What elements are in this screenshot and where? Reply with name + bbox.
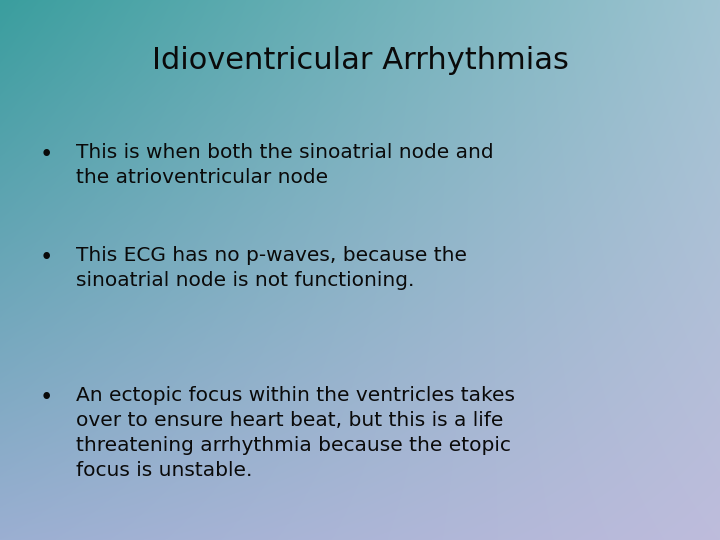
Text: •: • [40,246,53,269]
Text: •: • [40,143,53,166]
Text: This ECG has no p-waves, because the
sinoatrial node is not functioning.: This ECG has no p-waves, because the sin… [76,246,467,289]
Text: •: • [40,386,53,409]
Text: This is when both the sinoatrial node and
the atrioventricular node: This is when both the sinoatrial node an… [76,143,493,187]
Text: Idioventricular Arrhythmias: Idioventricular Arrhythmias [152,46,568,75]
Text: An ectopic focus within the ventricles takes
over to ensure heart beat, but this: An ectopic focus within the ventricles t… [76,386,515,480]
